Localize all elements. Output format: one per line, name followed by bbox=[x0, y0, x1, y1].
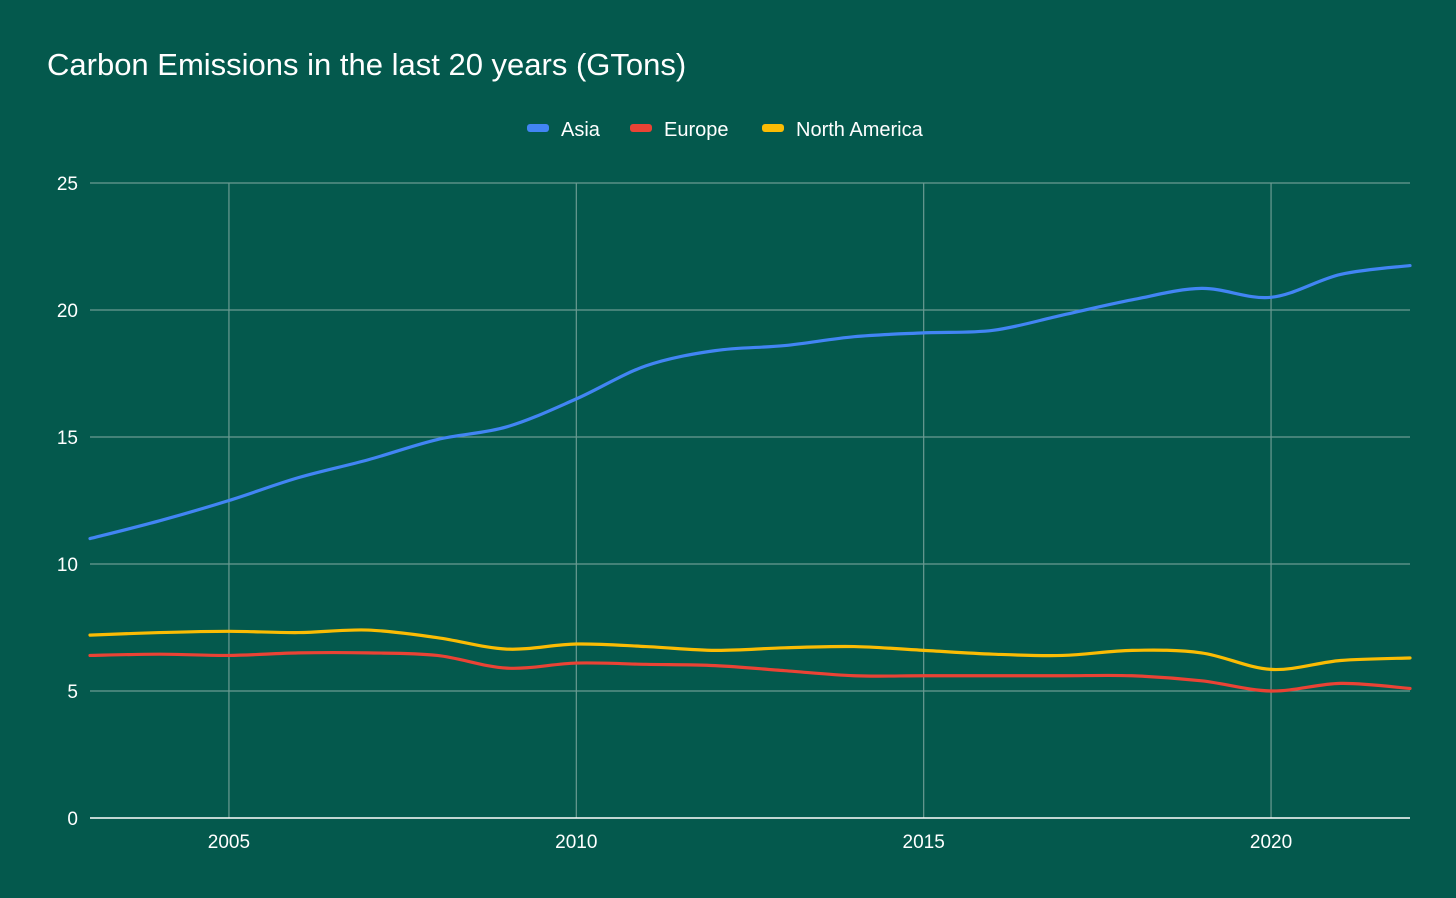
legend-label: Asia bbox=[561, 119, 601, 141]
y-tick-label: 15 bbox=[57, 428, 78, 449]
x-tick-label: 2010 bbox=[555, 832, 597, 853]
legend-item-asia[interactable]: Asia bbox=[527, 119, 601, 141]
y-tick-label: 10 bbox=[57, 555, 78, 576]
legend-label: North America bbox=[796, 119, 924, 141]
chart-title: Carbon Emissions in the last 20 years (G… bbox=[47, 47, 686, 82]
y-tick-label: 0 bbox=[67, 809, 78, 830]
x-tick-label: 2015 bbox=[903, 832, 945, 853]
legend-swatch bbox=[762, 124, 784, 132]
x-tick-label: 2005 bbox=[208, 832, 250, 853]
y-tick-label: 25 bbox=[57, 174, 78, 195]
legend-item-europe[interactable]: Europe bbox=[630, 119, 729, 141]
x-tick-label: 2020 bbox=[1250, 832, 1292, 853]
y-tick-label: 20 bbox=[57, 301, 78, 322]
y-tick-label: 5 bbox=[67, 682, 78, 703]
series-line-europe bbox=[88, 650, 1412, 693]
legend-swatch bbox=[527, 124, 549, 132]
legend-swatch bbox=[630, 124, 652, 132]
series-line-asia bbox=[88, 263, 1412, 541]
series-line-north-america bbox=[88, 628, 1412, 672]
plot-area bbox=[88, 263, 1412, 693]
axes: 0 5 10 15 20 25 2005 2010 2015 2020 bbox=[57, 174, 1410, 853]
legend: Asia Europe North America bbox=[527, 119, 924, 141]
legend-item-north-america[interactable]: North America bbox=[762, 119, 924, 141]
grid bbox=[90, 182, 1410, 818]
legend-label: Europe bbox=[664, 119, 729, 141]
